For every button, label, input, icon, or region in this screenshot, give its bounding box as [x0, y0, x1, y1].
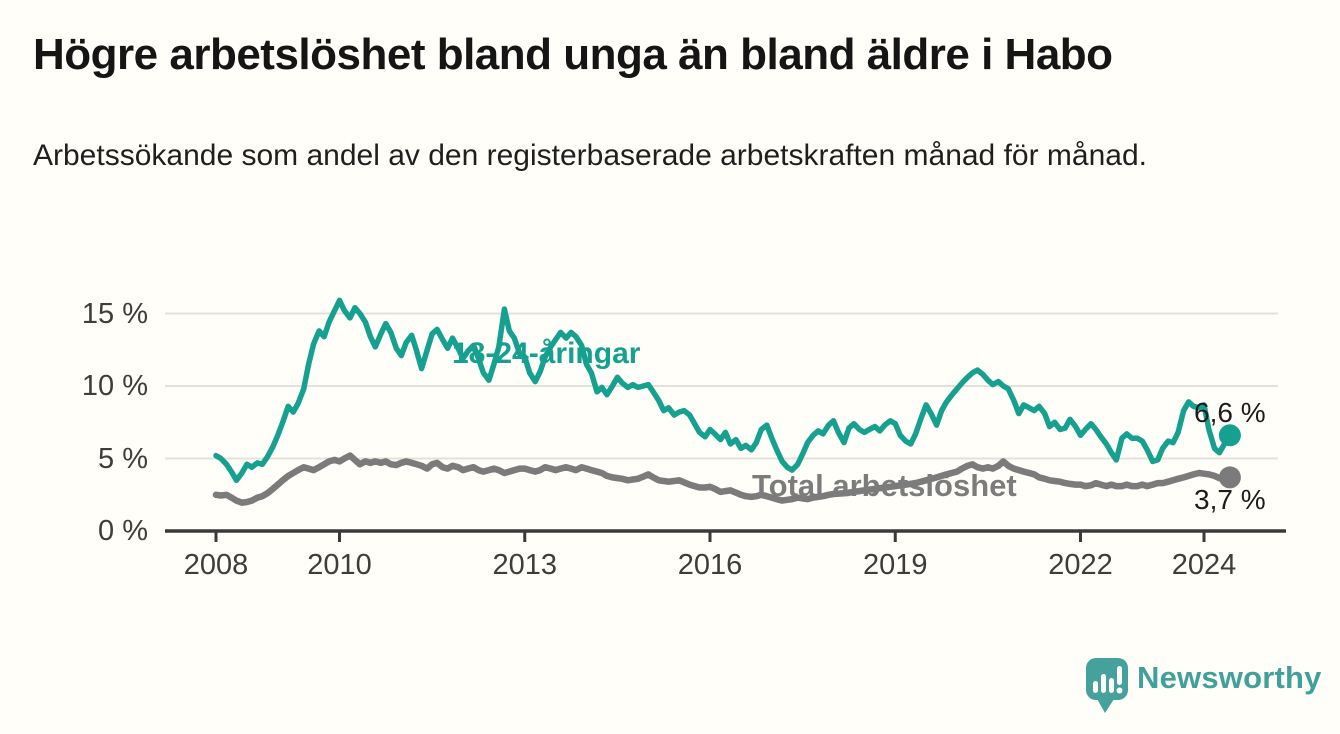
x-axis-label: 2024 [1171, 549, 1237, 581]
x-axis-label: 2008 [183, 549, 249, 581]
chart-subtitle: Arbetssökande som andel av den registerb… [33, 139, 1147, 172]
x-axis-label: 2019 [862, 549, 928, 581]
page-title: Högre arbetslöshet bland unga än bland ä… [33, 30, 1113, 79]
end-value-young: 6,6 % [1194, 397, 1266, 428]
series-label-young: 18-24-åringar [452, 337, 641, 370]
series-line-total [212, 452, 1234, 506]
x-axis-label: 2016 [677, 549, 743, 581]
x-axis-label: 2010 [307, 549, 372, 581]
x-axis-label: 2022 [1048, 549, 1113, 581]
y-axis-label: 0 % [98, 515, 148, 547]
end-dot-total [1218, 466, 1241, 489]
newsworthy-logo-icon [1086, 658, 1128, 713]
end-dot-young [1218, 424, 1241, 447]
y-axis-label: 15 % [81, 297, 148, 330]
newsworthy-brand-text: Newsworthy [1137, 660, 1322, 695]
x-axis-label: 2013 [492, 549, 557, 581]
series-line-young [213, 297, 1233, 484]
series-label-total: Total arbetslöshet [752, 468, 1017, 503]
y-axis-label: 10 % [81, 370, 148, 402]
y-axis-label: 5 % [98, 442, 148, 475]
end-value-total: 3,7 % [1194, 484, 1266, 515]
